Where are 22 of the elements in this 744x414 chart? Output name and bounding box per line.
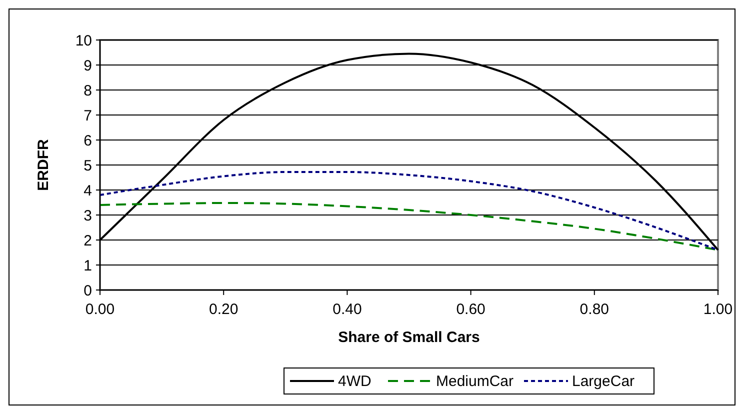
y-axis-title: ERDFR bbox=[35, 139, 52, 191]
y-tick-label: 9 bbox=[84, 57, 92, 74]
legend-label: MediumCar bbox=[436, 373, 514, 390]
x-tick-label: 1.00 bbox=[703, 301, 733, 318]
y-tick-label: 8 bbox=[84, 82, 92, 100]
y-tick-label: 5 bbox=[84, 157, 92, 174]
y-tick-label: 0 bbox=[84, 282, 92, 300]
x-axis-title: Share of Small Cars bbox=[338, 329, 480, 346]
x-tick-label: 0.00 bbox=[85, 301, 115, 318]
y-tick-label: 4 bbox=[84, 182, 92, 200]
y-tick-label: 10 bbox=[75, 32, 92, 50]
x-tick-label: 0.20 bbox=[209, 301, 238, 318]
y-tick-label: 3 bbox=[84, 207, 92, 224]
x-tick-label: 0.40 bbox=[332, 301, 362, 318]
x-tick-label: 0.60 bbox=[456, 301, 486, 318]
y-tick-label: 6 bbox=[84, 132, 92, 150]
x-tick-label: 0.80 bbox=[580, 301, 609, 318]
y-tick-label: 7 bbox=[84, 107, 92, 124]
legend-label: LargeCar bbox=[572, 373, 635, 390]
y-tick-label: 1 bbox=[84, 257, 92, 274]
legend-label: 4WD bbox=[338, 373, 372, 390]
y-tick-label: 2 bbox=[84, 232, 92, 250]
